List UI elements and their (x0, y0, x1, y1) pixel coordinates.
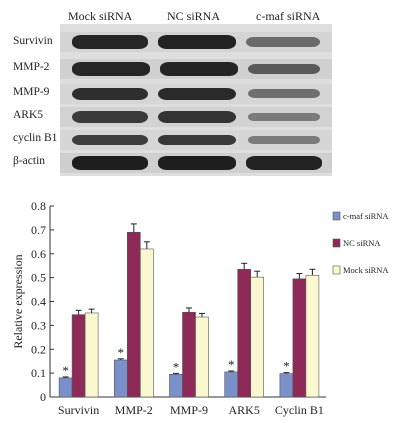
blot-band (72, 35, 148, 49)
bar (114, 359, 128, 398)
bar (237, 268, 251, 398)
blot-column-cmaf: c-maf siRNA (256, 9, 321, 23)
blot-band (248, 64, 320, 74)
x-tick-label: MMP-9 (170, 403, 208, 417)
blot-column-mock: Mock siRNA (68, 9, 133, 23)
significance-marker: * (118, 345, 125, 360)
bar (169, 374, 183, 398)
blot-band (246, 156, 322, 170)
significance-marker: * (173, 359, 180, 374)
blot-band (248, 136, 320, 144)
blot-column-header: Mock siRNA NC siRNA c-maf siRNA (0, 0, 406, 24)
blot-band (246, 37, 320, 47)
blot-row-label-actin: β-actin (13, 155, 46, 167)
blot-band (158, 111, 236, 123)
y-tick-label: 0.1 (31, 366, 46, 380)
y-tick-label: 0 (40, 390, 46, 404)
legend-swatch (332, 265, 341, 275)
blot-band (248, 89, 320, 98)
blot-row-ark5 (60, 107, 332, 127)
bar (250, 276, 264, 398)
blot-row-label-cyclinb1: cyclin B1 (13, 132, 58, 144)
significance-marker: * (283, 359, 290, 374)
x-tick-label: ARK5 (229, 403, 260, 417)
blot-row-label-ark5: ARK5 (13, 109, 44, 121)
blot-band (72, 88, 148, 100)
legend-swatch (332, 238, 341, 248)
bar (279, 373, 294, 398)
bar (182, 311, 196, 398)
blot-band (72, 156, 148, 170)
x-tick-label: Cyclin B1 (275, 403, 324, 417)
bar (140, 248, 154, 398)
legend-label: Mock siRNA (343, 265, 389, 275)
y-axis-title: Relative expression (11, 254, 25, 348)
blot-row-label-mmp9: MMP-9 (13, 86, 50, 98)
bar (224, 371, 238, 398)
blot-band (158, 135, 236, 145)
blot-column-nc: NC siRNA (167, 9, 221, 23)
y-tick-label: 0.8 (31, 199, 46, 213)
bar (58, 377, 73, 398)
y-tick-label: 0.5 (31, 271, 46, 285)
bar (71, 314, 86, 398)
bar (127, 231, 141, 398)
y-tick-label: 0.4 (31, 295, 46, 309)
bar (84, 312, 99, 398)
legend-label: NC siRNA (343, 238, 381, 248)
y-tick-label: 0.3 (31, 318, 46, 332)
bar (305, 274, 320, 398)
blot-band (160, 62, 238, 76)
significance-marker: * (62, 363, 69, 378)
bar (292, 278, 307, 398)
legend-label: c-maf siRNA (343, 211, 389, 221)
blot-band (248, 113, 320, 121)
blot-row-mmp2 (60, 59, 332, 79)
blot-band (158, 35, 236, 49)
y-tick-label: 0.6 (31, 247, 46, 261)
bar-chart: 0 0.1 0.2 0.3 0.4 0.5 0.6 0.7 0.8 Relative expres… (11, 199, 389, 417)
significance-marker: * (228, 357, 235, 372)
legend-swatch (332, 211, 341, 221)
blot-band (158, 88, 236, 100)
blot-band (72, 111, 148, 123)
bar (195, 316, 209, 398)
blot-row-actin (60, 153, 332, 173)
y-tick-label: 0.2 (31, 342, 46, 356)
blot-row-cyclinb1 (60, 130, 332, 150)
western-blot-image (60, 24, 332, 176)
blot-row-survivin (60, 32, 332, 52)
blot-row-mmp9 (60, 84, 332, 104)
blot-row-label-mmp2: MMP-2 (13, 61, 50, 73)
x-tick-label: MMP-2 (115, 403, 153, 417)
blot-band (72, 135, 148, 145)
x-tick-label: Survivin (58, 403, 99, 417)
blot-row-label-survivin: Survivin (13, 35, 53, 47)
blot-band (158, 156, 236, 170)
blot-band (72, 62, 150, 76)
y-tick-label: 0.7 (31, 223, 46, 237)
